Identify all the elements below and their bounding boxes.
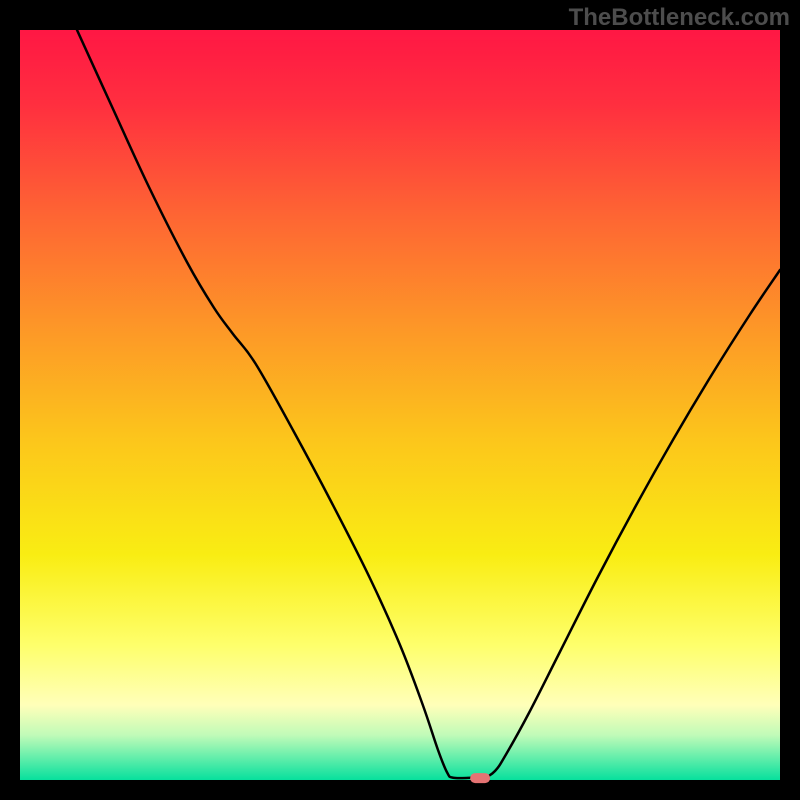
gradient-background: [20, 30, 780, 780]
watermark-text: TheBottleneck.com: [569, 4, 790, 32]
minimum-marker: [470, 773, 490, 783]
plot-area: [20, 30, 780, 780]
